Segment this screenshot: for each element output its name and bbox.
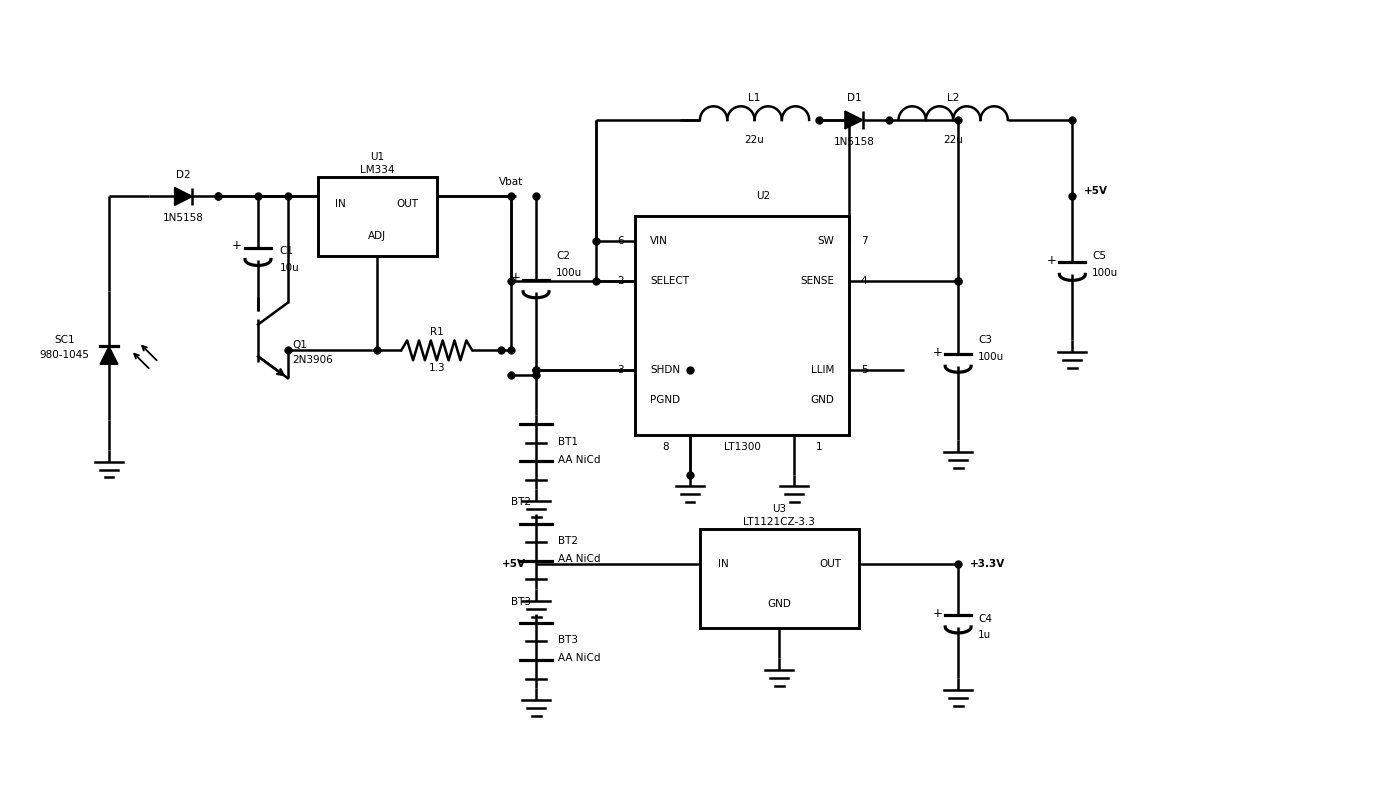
Text: +3.3V: +3.3V	[970, 559, 1005, 569]
Text: BT3: BT3	[511, 596, 531, 607]
Text: U2: U2	[756, 192, 770, 201]
Text: L2: L2	[947, 93, 959, 103]
Text: +: +	[232, 239, 241, 252]
Text: 2N3906: 2N3906	[293, 355, 334, 366]
Text: 2: 2	[617, 276, 624, 286]
Text: LM334: LM334	[360, 164, 395, 175]
Text: OUT: OUT	[818, 559, 840, 569]
Text: BT3: BT3	[558, 635, 578, 646]
Text: SELECT: SELECT	[650, 276, 689, 286]
Text: +: +	[511, 271, 520, 285]
Text: SHDN: SHDN	[650, 365, 680, 375]
Text: SW: SW	[817, 236, 834, 246]
Text: C2: C2	[556, 251, 570, 261]
Text: 3: 3	[617, 365, 624, 375]
Bar	[317, 176, 436, 256]
Text: 22u: 22u	[745, 135, 765, 145]
Text: 4: 4	[861, 276, 868, 286]
Text: 1N5158: 1N5158	[163, 214, 204, 223]
Text: D2: D2	[177, 170, 190, 180]
Text: C1: C1	[280, 246, 294, 256]
Text: C3: C3	[978, 336, 992, 345]
Polygon shape	[174, 188, 192, 205]
Text: AA NiCd: AA NiCd	[558, 554, 600, 564]
Text: VIN: VIN	[650, 236, 668, 246]
Polygon shape	[845, 111, 862, 129]
Text: 1N5158: 1N5158	[834, 137, 875, 146]
Text: 1: 1	[816, 442, 822, 451]
Polygon shape	[101, 346, 117, 364]
Text: 100u: 100u	[556, 268, 582, 278]
Text: 100u: 100u	[978, 353, 1005, 362]
Bar	[700, 529, 858, 629]
Text: 22u: 22u	[944, 135, 963, 145]
Text: 100u: 100u	[1092, 268, 1118, 278]
Text: D1: D1	[846, 93, 861, 103]
Text: 7: 7	[861, 236, 868, 246]
Text: BT2: BT2	[511, 498, 531, 507]
Text: C4: C4	[978, 613, 992, 624]
Text: OUT: OUT	[397, 199, 420, 210]
Text: LLIM: LLIM	[810, 365, 834, 375]
Text: SENSE: SENSE	[800, 276, 834, 286]
Text: LT1300: LT1300	[723, 442, 760, 451]
Text: ADJ: ADJ	[368, 231, 386, 241]
Text: 1u: 1u	[978, 630, 991, 641]
Text: BT2: BT2	[558, 536, 578, 546]
Text: AA NiCd: AA NiCd	[558, 455, 600, 464]
Text: 1.3: 1.3	[428, 363, 446, 373]
Text: GND: GND	[767, 599, 791, 608]
Text: +5V: +5V	[502, 559, 526, 569]
Text: LT1121CZ-3.3: LT1121CZ-3.3	[744, 517, 816, 527]
Text: 5: 5	[861, 365, 868, 375]
Text: +5V: +5V	[1085, 186, 1108, 197]
Text: GND: GND	[810, 395, 834, 405]
Text: U3: U3	[773, 504, 787, 515]
Text: 8: 8	[662, 442, 668, 451]
Text: C5: C5	[1092, 251, 1107, 261]
Text: R1: R1	[431, 328, 443, 337]
Text: +: +	[1046, 254, 1057, 267]
Text: 6: 6	[617, 236, 624, 246]
Text: BT1: BT1	[558, 437, 578, 447]
Text: U1: U1	[370, 152, 384, 162]
Bar	[635, 216, 849, 434]
Text: AA NiCd: AA NiCd	[558, 653, 600, 663]
Text: Vbat: Vbat	[500, 176, 523, 187]
Text: IN: IN	[718, 559, 729, 569]
Text: IN: IN	[335, 199, 346, 210]
Text: PGND: PGND	[650, 395, 680, 405]
Text: 980-1045: 980-1045	[40, 350, 90, 360]
Text: +: +	[933, 346, 943, 359]
Text: +: +	[933, 607, 943, 620]
Text: 10u: 10u	[280, 263, 299, 273]
Text: SC1: SC1	[54, 336, 75, 345]
Text: Q1: Q1	[293, 341, 308, 350]
Text: L1: L1	[748, 93, 760, 103]
